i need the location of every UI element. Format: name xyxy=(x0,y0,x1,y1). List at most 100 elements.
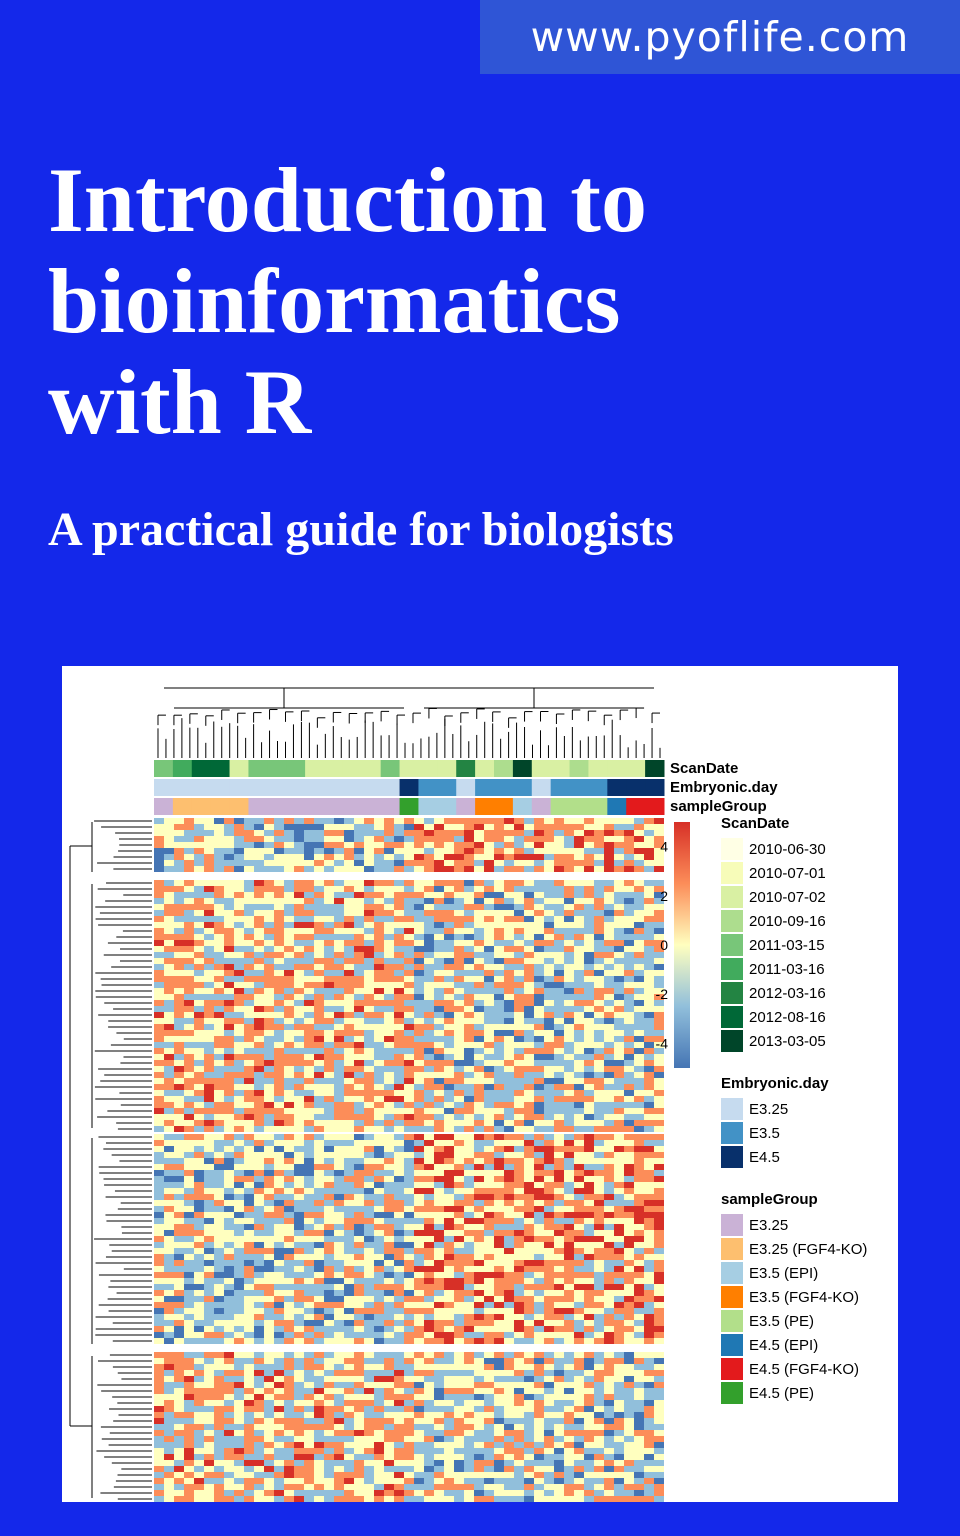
heatmap-cell xyxy=(624,1066,634,1072)
heatmap-cell xyxy=(344,1266,354,1272)
heatmap-cell xyxy=(274,818,284,824)
heatmap-cell xyxy=(154,1108,164,1114)
heatmap-cell xyxy=(364,1066,374,1072)
heatmap-cell xyxy=(454,848,464,854)
heatmap-cell xyxy=(454,898,464,904)
heatmap-cell xyxy=(484,1030,494,1036)
heatmap-cell xyxy=(524,910,534,916)
heatmap-cell xyxy=(584,928,594,934)
heatmap-cell xyxy=(434,1376,444,1382)
heatmap-cell xyxy=(384,1266,394,1272)
heatmap-cell xyxy=(634,1060,644,1066)
heatmap-cell xyxy=(594,1260,604,1266)
heatmap-cell xyxy=(584,1242,594,1248)
heatmap-cell xyxy=(634,1358,644,1364)
heatmap-cell xyxy=(574,1096,584,1102)
heatmap-cell xyxy=(254,946,264,952)
heatmap-cell xyxy=(214,1224,224,1230)
heatmap-cell xyxy=(484,1278,494,1284)
heatmap-cell xyxy=(314,1338,324,1344)
heatmap-cell xyxy=(344,1352,354,1358)
heatmap-cell xyxy=(154,1114,164,1120)
heatmap-cell xyxy=(254,1308,264,1314)
heatmap-cell xyxy=(444,1000,454,1006)
heatmap-cell xyxy=(324,854,334,860)
heatmap-cell xyxy=(164,848,174,854)
heatmap-cell xyxy=(284,1284,294,1290)
heatmap-cell xyxy=(594,1024,604,1030)
heatmap-cell xyxy=(354,1126,364,1132)
heatmap-cell xyxy=(594,1030,604,1036)
heatmap-cell xyxy=(294,880,304,886)
heatmap-cell xyxy=(404,1290,414,1296)
heatmap-cell xyxy=(594,952,604,958)
heatmap-cell xyxy=(154,1284,164,1290)
heatmap-cell xyxy=(614,1084,624,1090)
heatmap-cell xyxy=(614,1314,624,1320)
heatmap-cell xyxy=(204,880,214,886)
heatmap-cell xyxy=(284,1194,294,1200)
heatmap-cell xyxy=(564,1358,574,1364)
heatmap-cell xyxy=(434,1114,444,1120)
heatmap-cell xyxy=(264,1266,274,1272)
heatmap-cell xyxy=(264,1096,274,1102)
heatmap-cell xyxy=(274,1194,284,1200)
heatmap-cell xyxy=(314,982,324,988)
heatmap-cell xyxy=(594,1376,604,1382)
heatmap-cell xyxy=(234,952,244,958)
heatmap-cell xyxy=(174,946,184,952)
heatmap-cell xyxy=(254,1296,264,1302)
heatmap-cell xyxy=(474,1382,484,1388)
heatmap-cell xyxy=(194,1376,204,1382)
heatmap-cell xyxy=(344,866,354,872)
heatmap-cell xyxy=(284,1266,294,1272)
heatmap-cell xyxy=(524,1152,534,1158)
heatmap-cell xyxy=(574,1024,584,1030)
heatmap-cell xyxy=(394,1382,404,1388)
heatmap-cell xyxy=(324,1146,334,1152)
heatmap-cell xyxy=(384,1066,394,1072)
heatmap-cell xyxy=(514,1114,524,1120)
heatmap-cell xyxy=(484,1376,494,1382)
heatmap-cell xyxy=(574,818,584,824)
heatmap-cell xyxy=(174,976,184,982)
heatmap-cell xyxy=(574,1200,584,1206)
heatmap-cell xyxy=(594,1358,604,1364)
heatmap-cell xyxy=(574,1006,584,1012)
heatmap-cell xyxy=(264,1376,274,1382)
heatmap-cell xyxy=(444,1206,454,1212)
heatmap-cell xyxy=(524,1054,534,1060)
heatmap-cell xyxy=(214,982,224,988)
heatmap-cell xyxy=(354,1236,364,1242)
heatmap-cell xyxy=(434,976,444,982)
annotation-cell-scandate xyxy=(569,760,589,777)
heatmap-cell xyxy=(594,824,604,830)
heatmap-cell xyxy=(314,928,324,934)
heatmap-cell xyxy=(414,994,424,1000)
heatmap-cell xyxy=(564,1332,574,1338)
heatmap-cell xyxy=(624,1266,634,1272)
heatmap-cell xyxy=(354,1084,364,1090)
heatmap-cell xyxy=(274,976,284,982)
heatmap-cell xyxy=(344,1078,354,1084)
heatmap-cell xyxy=(414,952,424,958)
heatmap-cell xyxy=(384,1338,394,1344)
heatmap-cell xyxy=(344,824,354,830)
heatmap-cell xyxy=(604,946,614,952)
heatmap-cell xyxy=(454,988,464,994)
heatmap-cell xyxy=(364,848,374,854)
heatmap-cell xyxy=(574,1248,584,1254)
heatmap-cell xyxy=(654,836,664,842)
heatmap-cell xyxy=(484,892,494,898)
heatmap-cell xyxy=(584,1338,594,1344)
heatmap-cell xyxy=(504,1096,514,1102)
heatmap-cell xyxy=(484,1218,494,1224)
heatmap-cell xyxy=(544,1338,554,1344)
heatmap-cell xyxy=(634,1024,644,1030)
annotation-cell-scandate xyxy=(512,760,533,777)
heatmap-cell xyxy=(474,1326,484,1332)
heatmap-cell xyxy=(564,1376,574,1382)
heatmap-cell xyxy=(484,1248,494,1254)
heatmap-cell xyxy=(264,866,274,872)
heatmap-cell xyxy=(364,994,374,1000)
